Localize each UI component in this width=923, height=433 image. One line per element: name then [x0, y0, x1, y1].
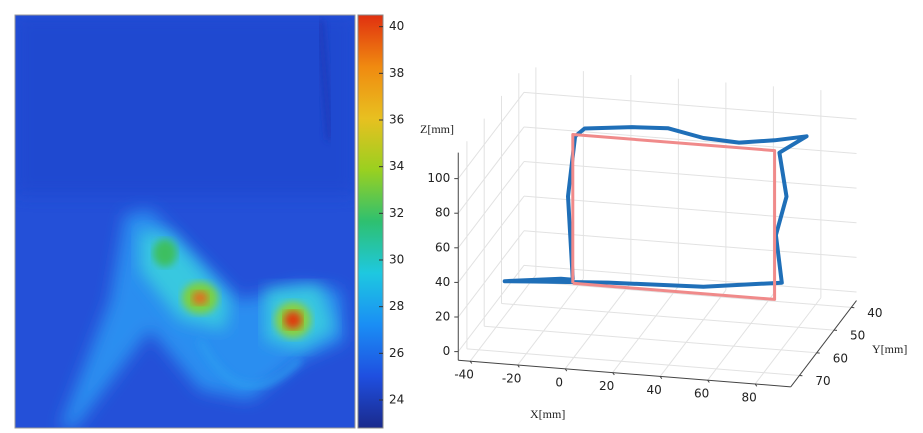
- grid-line: [457, 92, 525, 179]
- x-axis-label-unit: [mm]: [539, 407, 566, 421]
- x-tick-label: 40: [646, 383, 661, 397]
- z-tick-label: 80: [435, 206, 450, 220]
- y-tick-label: 60: [833, 351, 848, 365]
- grid-line: [564, 282, 632, 370]
- grid-line: [457, 265, 525, 352]
- grid-line: [707, 293, 774, 381]
- x-tick-label: 80: [741, 391, 756, 405]
- colorbar-tick-label: 34: [389, 159, 404, 173]
- x-tick-label: 60: [694, 387, 709, 401]
- z-axis-label-unit: [mm]: [427, 122, 454, 136]
- grid-line: [659, 289, 727, 377]
- grid-line: [612, 286, 679, 373]
- axis-line: [790, 300, 857, 388]
- series-line: [502, 125, 809, 289]
- grid-line: [484, 325, 817, 354]
- grid-line: [457, 230, 525, 318]
- z-tick-label: 60: [435, 240, 450, 254]
- colorbar-tick-label: 30: [389, 253, 404, 267]
- x-tick-label: -40: [454, 368, 474, 382]
- colorbar-tick-label: 24: [389, 393, 404, 407]
- z-tick-label: 20: [435, 310, 450, 324]
- x-tick-label: 0: [555, 375, 563, 389]
- x-axis-label: X[mm]: [530, 407, 565, 421]
- z-tick-label: 40: [435, 275, 450, 289]
- image-frame: [14, 14, 356, 429]
- x-tick: [754, 383, 758, 387]
- z-axis-label: Z[mm]: [420, 122, 454, 136]
- x-tick: [659, 376, 663, 380]
- grid-line: [457, 195, 525, 283]
- colorbar-tick-label: 36: [389, 113, 404, 127]
- grid-line: [501, 303, 835, 331]
- z-tick-label: 0: [443, 344, 451, 358]
- y-axis-label-unit: [mm]: [881, 342, 908, 356]
- x-tick: [707, 379, 710, 383]
- grid-line: [457, 126, 525, 214]
- grid-line: [517, 278, 584, 366]
- grid-line: [523, 161, 857, 189]
- grid-line: [523, 230, 857, 258]
- grid-line: [457, 161, 525, 249]
- y-tick-label: 50: [850, 329, 865, 343]
- colorbar: 24 26 28 30 32 34 36 38 40: [357, 14, 404, 429]
- x-tick: [564, 368, 568, 372]
- colorbar-tick-label: 40: [389, 19, 404, 33]
- x-tick: [469, 360, 473, 364]
- grid-line: [518, 280, 852, 308]
- colorbar-tick-label: 38: [389, 66, 404, 80]
- colorbar-tick-label: 28: [389, 299, 404, 313]
- plot-3d: -40 -20 0 20 40 60 8040506070020406080100X[mm]…: [420, 67, 907, 421]
- grid-line: [523, 264, 857, 293]
- series-line: [571, 133, 777, 301]
- x-tick-label: 20: [599, 379, 614, 393]
- grid-line: [523, 91, 857, 120]
- grid-line: [469, 274, 537, 362]
- x-tick-label: -20: [502, 372, 522, 386]
- x-tick: [517, 364, 520, 368]
- colorbar-tick-label: 26: [389, 346, 404, 360]
- axis-line: [458, 359, 791, 388]
- colorbar-scale: [357, 14, 384, 429]
- z-tick-label: 100: [427, 171, 450, 185]
- y-tick-label: 70: [815, 374, 830, 388]
- grid-line: [754, 297, 822, 385]
- grid-line: [466, 348, 800, 377]
- y-axis-label: Y[mm]: [872, 342, 907, 356]
- y-tick-label: 40: [867, 306, 882, 320]
- grid-line: [523, 195, 857, 224]
- colorbar-tick-label: 32: [389, 206, 404, 220]
- thermal-image: [15, 15, 355, 428]
- x-tick: [612, 372, 615, 376]
